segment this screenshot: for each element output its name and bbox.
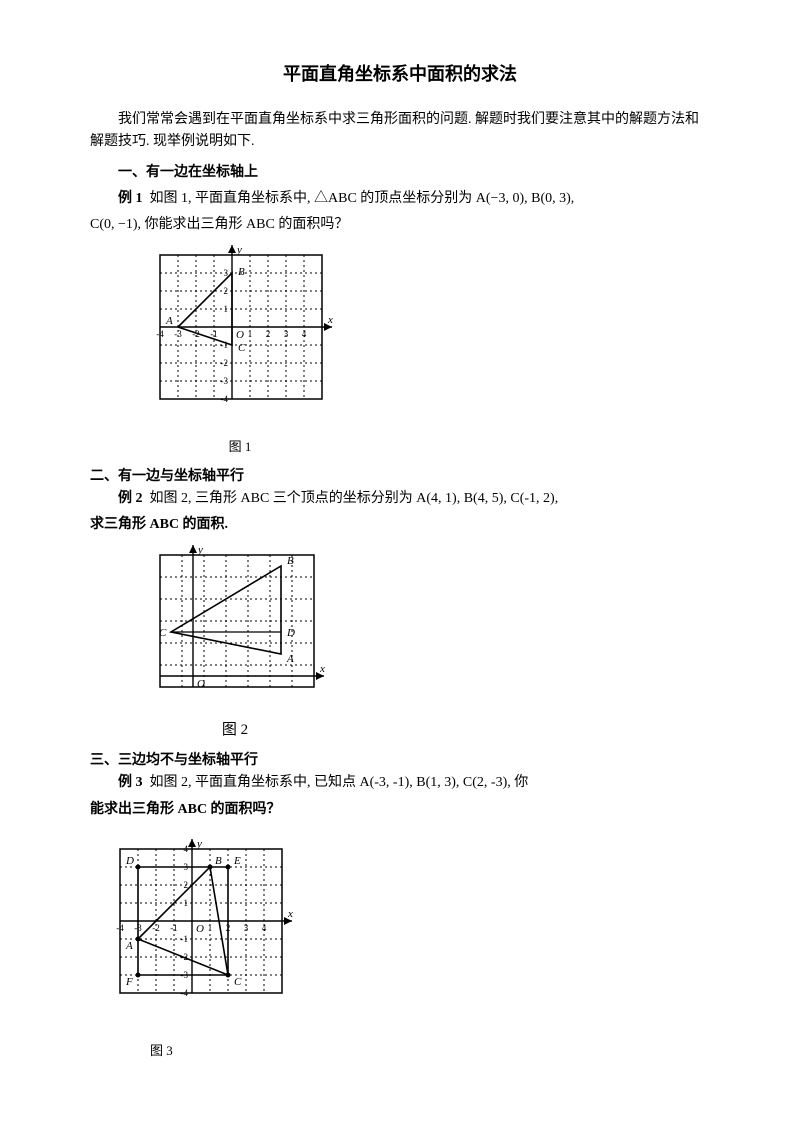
svg-text:y: y	[236, 245, 242, 256]
sec1-ex-label: 例 1	[118, 191, 143, 206]
sec3-ex-text2: 能求出三角形 ABC 的面积吗？	[90, 799, 710, 821]
svg-text:4: 4	[302, 329, 307, 339]
svg-text:y: y	[196, 839, 202, 850]
sec1-example: 例 1 如图 1, 平面直角坐标系中, △ABC 的顶点坐标分别为 A(−3, …	[90, 188, 710, 210]
sec3-ex-text: 如图 2, 平面直角坐标系中, 已知点 A(-3, -1), B(1, 3), …	[150, 775, 529, 790]
sec3-example: 例 3 如图 2, 平面直角坐标系中, 已知点 A(-3, -1), B(1, …	[90, 772, 710, 794]
svg-text:O: O	[197, 678, 205, 690]
sec1-ex-text: 如图 1, 平面直角坐标系中, △ABC 的顶点坐标分别为 A(−3, 0), …	[150, 191, 575, 206]
sec2-ex-text2: 求三角形 ABC 的面积.	[90, 514, 710, 536]
svg-text:O: O	[236, 329, 244, 341]
svg-text:-3: -3	[174, 329, 182, 339]
svg-text:-4: -4	[116, 923, 124, 933]
svg-text:C: C	[238, 342, 246, 354]
fig3-caption: 图 3	[150, 1041, 250, 1062]
svg-text:A: A	[286, 653, 294, 665]
svg-text:3: 3	[284, 329, 289, 339]
sec2-ex-text: 如图 2, 三角形 ABC 三个顶点的坐标分别为 A(4, 1), B(4, 5…	[150, 491, 559, 506]
svg-text:D: D	[125, 855, 134, 867]
sec1-ex-text2: C(0, −1), 你能求出三角形 ABC 的面积吗？	[90, 214, 710, 236]
svg-text:B: B	[287, 555, 294, 567]
svg-text:-2: -2	[221, 358, 229, 368]
svg-text:E: E	[233, 855, 241, 867]
svg-text:B: B	[238, 266, 245, 278]
fig2-caption: 图 2	[150, 718, 320, 742]
svg-text:F: F	[125, 976, 133, 988]
svg-text:2: 2	[224, 286, 229, 296]
svg-text:A: A	[125, 940, 133, 952]
svg-text:x: x	[319, 663, 325, 675]
section-2: 二、有一边与坐标轴平行 例 2 如图 2, 三角形 ABC 三个顶点的坐标分别为…	[90, 466, 710, 742]
svg-text:1: 1	[224, 304, 229, 314]
sec1-heading: 一、有一边在坐标轴上	[90, 162, 710, 184]
section-3: 三、三边均不与坐标轴平行 例 3 如图 2, 平面直角坐标系中, 已知点 A(-…	[90, 750, 710, 1062]
figure-1: -4-3-2-11234-4-3-2-1123OxyABC 图 1	[150, 245, 710, 458]
svg-text:2: 2	[184, 880, 189, 890]
svg-text:O: O	[196, 923, 204, 935]
sec2-heading: 二、有一边与坐标轴平行	[90, 466, 710, 488]
svg-text:3: 3	[244, 923, 249, 933]
svg-text:x: x	[287, 908, 293, 920]
svg-text:1: 1	[184, 898, 189, 908]
sec2-example: 例 2 如图 2, 三角形 ABC 三个顶点的坐标分别为 A(4, 1), B(…	[90, 488, 710, 510]
svg-text:C: C	[234, 976, 242, 988]
section-1: 一、有一边在坐标轴上 例 1 如图 1, 平面直角坐标系中, △ABC 的顶点坐…	[90, 162, 710, 458]
svg-text:B: B	[215, 855, 222, 867]
svg-text:4: 4	[262, 923, 267, 933]
svg-text:-3: -3	[221, 376, 229, 386]
sec3-heading: 三、三边均不与坐标轴平行	[90, 750, 710, 772]
svg-text:-4: -4	[156, 329, 164, 339]
svg-text:-1: -1	[181, 934, 189, 944]
svg-text:-4: -4	[181, 988, 189, 998]
svg-text:4: 4	[184, 844, 189, 854]
svg-text:y: y	[197, 545, 203, 556]
svg-text:A: A	[165, 315, 173, 327]
svg-text:-4: -4	[221, 394, 229, 404]
figure-3: -4-3-2-11234-4-3-2-11234OxyABCDEF 图 3	[110, 839, 710, 1062]
fig1-caption: 图 1	[150, 437, 330, 458]
sec3-ex-label: 例 3	[118, 775, 143, 790]
page-title: 平面直角坐标系中面积的求法	[90, 60, 710, 89]
intro-paragraph: 我们常常会遇到在平面直角坐标系中求三角形面积的问题. 解题时我们要注意其中的解题…	[90, 109, 710, 154]
svg-text:2: 2	[266, 329, 271, 339]
svg-text:1: 1	[208, 923, 213, 933]
svg-text:x: x	[327, 314, 333, 326]
figure-2: Ox y A B C D 图 2	[150, 545, 710, 742]
svg-text:C: C	[159, 627, 167, 639]
svg-text:1: 1	[248, 329, 253, 339]
svg-text:D: D	[286, 627, 295, 639]
svg-text:-1: -1	[170, 923, 178, 933]
sec2-ex-label: 例 2	[118, 491, 143, 506]
